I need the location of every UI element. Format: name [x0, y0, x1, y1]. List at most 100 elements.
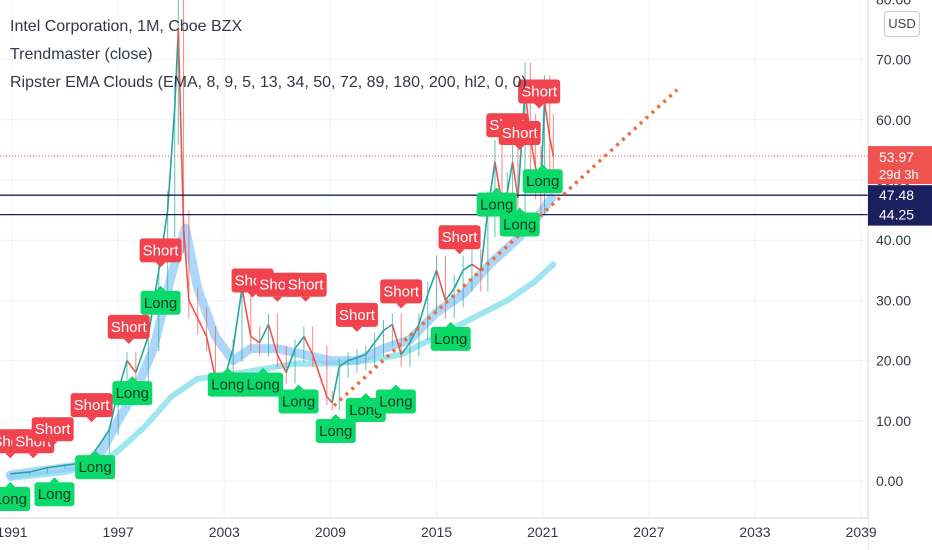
signal-label: Long — [349, 402, 382, 419]
long-signal: Long — [75, 450, 116, 480]
price-segment — [453, 269, 464, 289]
price-tick-label: 60.00 — [876, 112, 911, 128]
signal-pointer — [491, 187, 502, 193]
signal-pointer — [445, 321, 456, 327]
signal-box — [438, 225, 481, 250]
indicator-trendmaster[interactable]: Trendmaster (close) — [10, 46, 153, 63]
price-tick-label: 40.00 — [876, 232, 911, 248]
signal-pointer — [396, 303, 407, 309]
price-segment — [294, 336, 305, 350]
price-segment — [435, 270, 447, 301]
time-axis-bg — [0, 518, 868, 550]
price-tick-label: 30.00 — [876, 292, 911, 308]
short-signal: Short — [438, 225, 481, 255]
price-segment — [29, 466, 48, 473]
time-tick-label: 1991 — [0, 524, 28, 540]
price-segment — [276, 354, 287, 373]
short-signal: Short — [335, 302, 378, 332]
last-price-value: 53.97 — [879, 149, 914, 165]
signal-pointer — [155, 262, 166, 268]
signal-box — [499, 212, 540, 237]
price-segment — [250, 335, 261, 344]
level-label: 44.25 — [868, 204, 932, 226]
price-segment — [10, 471, 30, 475]
signal-pointer — [300, 296, 311, 302]
short-signal: Short — [284, 272, 327, 302]
price-segment — [285, 348, 296, 373]
price-segment — [471, 263, 482, 271]
signal-pointer — [537, 164, 548, 170]
signal-pointer — [293, 384, 304, 390]
signal-box — [207, 372, 248, 397]
time-tick-label: 2015 — [421, 524, 452, 540]
time-tick-label: 2039 — [846, 524, 877, 540]
price-segment — [426, 270, 438, 295]
long-signal: Long — [345, 392, 386, 422]
price-segment — [462, 263, 473, 271]
signal-label: Long — [0, 491, 27, 508]
price-axis[interactable]: 0.0010.0020.0030.0040.0050.0060.0070.008… — [867, 0, 932, 550]
time-axis[interactable]: 1991 1997 2003 2009 2015 2021 2027 2033 2039 — [0, 517, 877, 550]
signal-box — [107, 314, 150, 339]
signal-label: Long — [211, 377, 244, 394]
time-tick-label: 2027 — [633, 524, 664, 540]
price-segment — [258, 324, 270, 343]
price-segment — [374, 330, 385, 344]
price-segment — [188, 300, 199, 319]
long-signal: Long — [375, 384, 416, 414]
trendline — [332, 88, 679, 408]
level-label-bg — [868, 185, 932, 207]
time-tick-label: 2021 — [527, 524, 558, 540]
long-signal: Long — [315, 414, 356, 444]
short-signal: Short — [498, 121, 541, 151]
time-tick-label: 2003 — [209, 524, 240, 540]
signal-box — [31, 417, 74, 442]
signal-label: Long — [434, 331, 467, 348]
price-segment — [197, 318, 208, 337]
long-signal: Long — [499, 207, 540, 237]
price-tick-label: 80.00 — [876, 0, 911, 7]
signal-pointer — [90, 450, 101, 456]
signal-pointer — [272, 296, 283, 302]
price-segment — [543, 101, 551, 138]
signal-box — [139, 238, 182, 263]
long-signal: Long — [522, 164, 563, 194]
signal-box — [243, 372, 284, 397]
signal-box — [70, 393, 113, 418]
price-segment — [418, 294, 429, 325]
short-signal: Short — [139, 238, 182, 268]
level-label: 47.48 — [868, 185, 932, 207]
price-segment — [479, 210, 489, 271]
signal-pointer — [127, 376, 138, 382]
signal-box — [0, 487, 31, 512]
signal-pointer — [49, 477, 60, 483]
price-segment — [267, 324, 279, 355]
signal-label: Short — [111, 319, 148, 336]
price-segment — [356, 353, 367, 359]
signal-label: Long — [503, 217, 536, 234]
price-segment — [383, 323, 393, 332]
signal-pointer — [330, 414, 341, 420]
signal-label: Short — [521, 84, 558, 101]
price-segment — [303, 336, 314, 355]
short-signal: Short — [518, 79, 561, 109]
signal-label: Short — [35, 421, 72, 438]
signal-box — [34, 482, 75, 507]
long-signal: Long — [34, 477, 75, 507]
signal-label: Short — [288, 277, 325, 294]
price-segment — [166, 107, 176, 211]
signal-pointer — [155, 285, 166, 291]
signal-box — [345, 397, 386, 422]
signal-box — [380, 279, 423, 304]
signal-pointer — [351, 326, 362, 332]
symbol-title: Intel Corporation, 1M, Cboe BZX — [10, 18, 243, 35]
currency-button[interactable]: USD — [884, 11, 920, 37]
price-segment — [511, 161, 519, 199]
signal-label: Long — [480, 197, 513, 214]
indicator-ema-clouds[interactable]: Ripster EMA Clouds (EMA, 8, 9, 5, 13, 34… — [10, 74, 527, 91]
signal-pointer — [5, 453, 16, 459]
time-tick-label: 2033 — [739, 524, 770, 540]
signal-pointer — [390, 384, 401, 390]
level-label-text: 47.48 — [879, 187, 914, 203]
